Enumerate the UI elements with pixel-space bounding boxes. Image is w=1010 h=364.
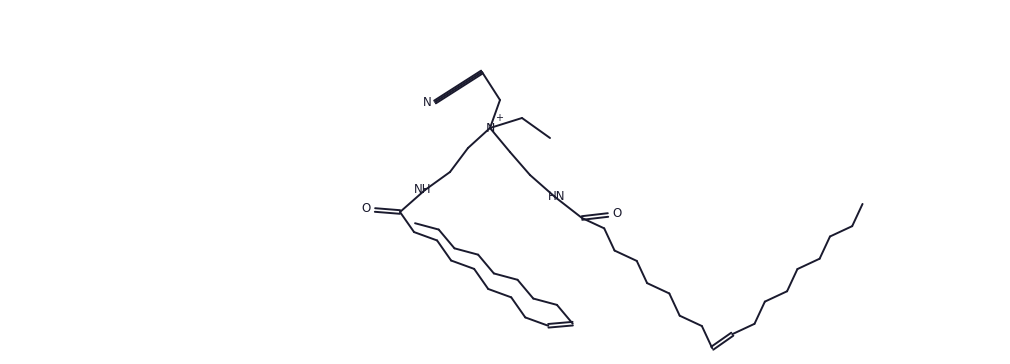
Text: O: O [612,206,621,219]
Text: +: + [495,113,503,123]
Text: NH: NH [414,182,431,195]
Text: O: O [362,202,371,214]
Text: HN: HN [548,190,566,202]
Text: N: N [422,95,431,108]
Text: N: N [486,122,495,135]
